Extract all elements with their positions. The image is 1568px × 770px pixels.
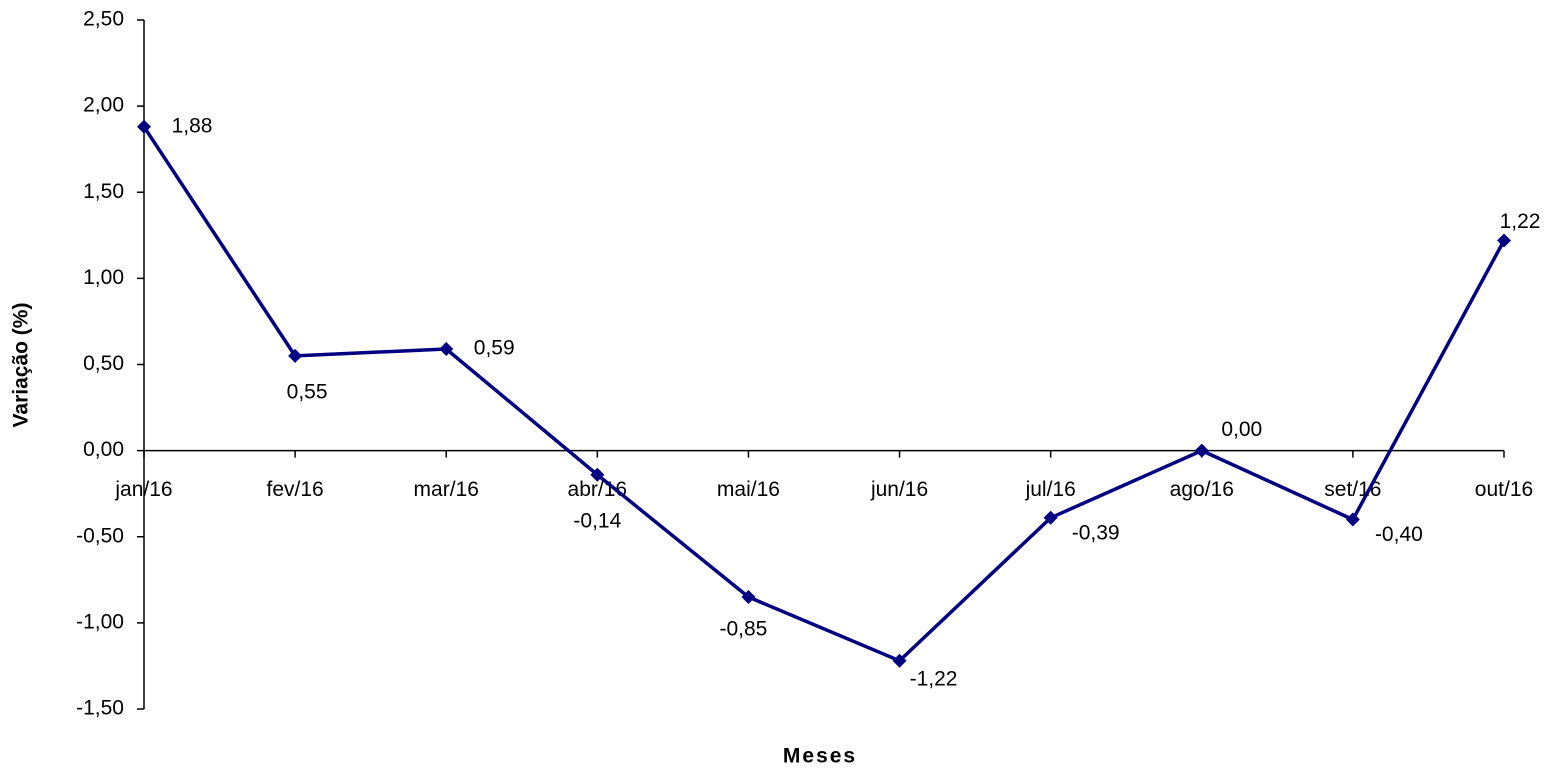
data-point — [1345, 512, 1360, 527]
data-label: -0,85 — [720, 618, 768, 641]
data-label: 0,59 — [474, 337, 515, 360]
x-tick-label: jan/16 — [114, 478, 172, 501]
data-line — [142, 125, 1506, 663]
y-tick-label: -1,00 — [76, 610, 124, 633]
y-tick-label: 1,00 — [83, 266, 124, 289]
data-label: 1,88 — [172, 114, 213, 137]
y-tick-label: 2,50 — [83, 8, 124, 31]
data-point — [1043, 510, 1058, 525]
data-label: 1,22 — [1500, 210, 1541, 233]
y-tick-label: 1,50 — [83, 180, 124, 203]
x-tick-label: jul/16 — [1025, 478, 1076, 501]
data-label: -0,40 — [1375, 523, 1423, 546]
x-tick-label: mai/16 — [717, 478, 780, 501]
data-point — [439, 341, 454, 356]
data-label: -1,22 — [910, 667, 958, 690]
data-label: 0,55 — [287, 380, 328, 403]
y-axis-title: Variação (%) — [10, 303, 33, 428]
data-point — [892, 653, 907, 668]
x-tick-label: out/16 — [1475, 478, 1533, 501]
data-label: -0,14 — [573, 509, 621, 532]
x-axis-title: Meses — [783, 745, 857, 768]
y-tick-label: 0,00 — [83, 438, 124, 461]
data-point — [590, 467, 605, 482]
data-point — [1194, 443, 1209, 458]
data-point — [1497, 233, 1511, 248]
data-point — [137, 119, 151, 134]
x-tick-label: fev/16 — [267, 478, 324, 501]
y-tick-label: -1,50 — [76, 697, 124, 720]
y-tick-label: 2,00 — [83, 94, 124, 117]
x-tick-label: abr/16 — [568, 478, 628, 501]
data-point — [741, 590, 756, 605]
data-point — [288, 348, 303, 363]
data-label: 0,00 — [1221, 418, 1262, 441]
x-tick-label: ago/16 — [1170, 478, 1234, 501]
x-tick-label: mar/16 — [414, 478, 479, 501]
x-tick-label: jun/16 — [870, 478, 928, 501]
y-tick-label: 0,50 — [83, 352, 124, 375]
y-tick-label: -0,50 — [76, 524, 124, 547]
data-label: -0,39 — [1072, 521, 1120, 544]
